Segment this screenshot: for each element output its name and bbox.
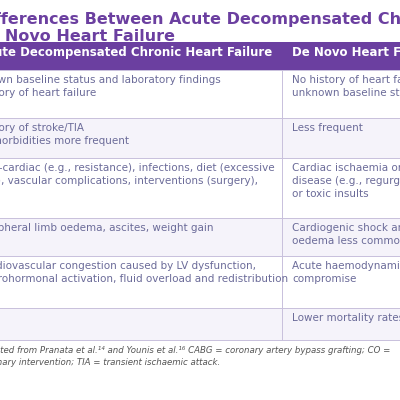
Bar	[0, 70, 400, 118]
Text: Cardiac ischaemia or valvular
disease (e.g., regurgitation), inflammatory
or tox: Cardiac ischaemia or valvular disease (e…	[292, 163, 400, 200]
Bar	[0, 218, 400, 256]
Text: Lower mortality rates: Lower mortality rates	[292, 313, 400, 323]
Text: History of stroke/TIA
Comorbidities more frequent: History of stroke/TIA Comorbidities more…	[0, 123, 129, 146]
Text: Acute haemodynamic
compromise: Acute haemodynamic compromise	[292, 261, 400, 284]
Bar	[0, 118, 400, 158]
Text: Adapted from Pranata et al.¹⁴ and Younis et al.¹⁶ CABG = coronary artery bypass : Adapted from Pranata et al.¹⁴ and Younis…	[0, 346, 390, 367]
Text: De Novo Heart Failure: De Novo Heart Failure	[292, 46, 400, 59]
Bar	[0, 308, 400, 340]
Text: Less frequent: Less frequent	[292, 123, 363, 133]
Text: Known baseline status and laboratory findings
History of heart failure: Known baseline status and laboratory fin…	[0, 75, 221, 98]
Text: Acute Decompensated Chronic Heart Failure: Acute Decompensated Chronic Heart Failur…	[0, 46, 272, 59]
Text: Non-cardiac (e.g., resistance), infections, diet (excessive
salt), vascular comp: Non-cardiac (e.g., resistance), infectio…	[0, 163, 275, 186]
Bar	[0, 256, 400, 308]
Bar	[0, 158, 400, 218]
Text: Peripheral limb oedema, ascites, weight gain: Peripheral limb oedema, ascites, weight …	[0, 223, 214, 233]
Text: No history of heart failure;
unknown baseline status: No history of heart failure; unknown bas…	[292, 75, 400, 98]
Text: Cardiogenic shock and
oedema less common: Cardiogenic shock and oedema less common	[292, 223, 400, 246]
Text: Differences Between Acute Decompensated Chronic Heart Failure and
De Novo Heart : Differences Between Acute Decompensated …	[0, 12, 400, 44]
Text: Cardiovascular congestion caused by LV dysfunction,
neurohormonal activation, fl: Cardiovascular congestion caused by LV d…	[0, 261, 288, 284]
Bar	[0, 42, 400, 70]
